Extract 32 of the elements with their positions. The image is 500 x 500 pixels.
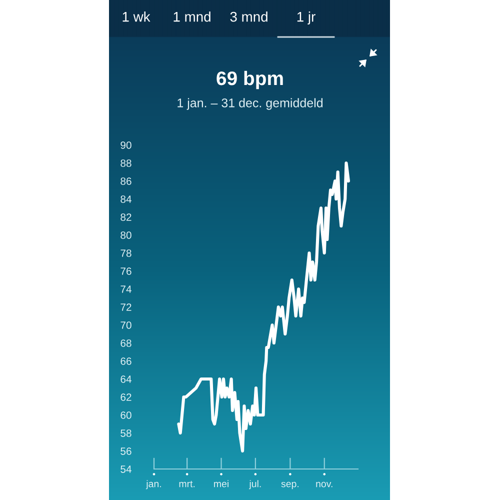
y-tick-label: 80	[120, 232, 132, 239]
y-tick-label: 82	[120, 214, 132, 221]
text: 1 wk	[122, 12, 150, 22]
y-tick-label: 62	[120, 394, 132, 401]
line-series	[177, 161, 350, 453]
y-tick-label: 84	[120, 196, 132, 203]
y-tick-label: 78	[120, 250, 132, 257]
y-tick-label: 58	[120, 430, 132, 437]
y-tick-label: 60	[120, 412, 132, 419]
y-tick-label: 72	[120, 304, 132, 311]
chart-subtitle: 1 jan. – 31 dec. gemiddeld	[178, 98, 323, 110]
y-tick-label: 76	[120, 268, 132, 275]
text: 1 mnd	[174, 12, 210, 22]
chart-title: 69 bpm	[216, 70, 283, 90]
y-tick-label: 66	[120, 358, 132, 365]
x-tick-label: jan.	[146, 480, 161, 490]
x-tick-label: mrt.	[179, 480, 195, 488]
y-tick-label: 86	[120, 178, 132, 185]
y-tick-label: 64	[120, 376, 132, 383]
y-tick-label: 70	[120, 322, 132, 329]
x-tick-label: mei	[214, 480, 228, 488]
text: 1 jr	[297, 12, 316, 24]
y-tick-label: 88	[120, 160, 132, 167]
x-tick-label: sep.	[281, 482, 298, 490]
y-tick-label: 68	[120, 340, 132, 347]
text: 3 mnd	[230, 12, 268, 22]
x-tick-label: jul.	[248, 480, 261, 490]
y-tick-label: 74	[120, 286, 132, 293]
y-tick-label: 90	[120, 142, 132, 149]
y-tick-label: 56	[120, 448, 132, 455]
y-tick-label: 54	[120, 466, 132, 473]
x-tick-label: nov.	[316, 482, 332, 488]
